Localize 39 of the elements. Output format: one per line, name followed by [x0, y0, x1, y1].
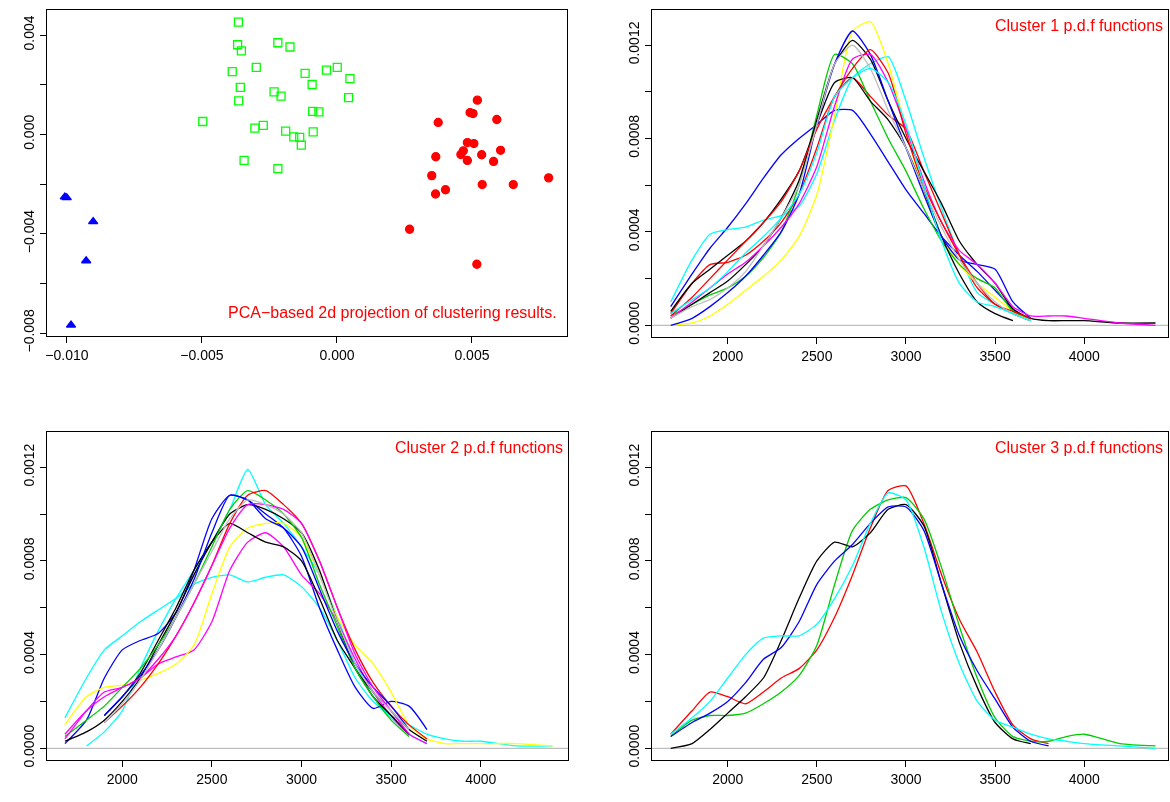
y-tick-label: 0.0008 — [21, 537, 38, 581]
x-tick-label: 0.005 — [454, 347, 490, 364]
x-tick-label: 0.000 — [319, 347, 355, 364]
y-tick-label: 0.0004 — [626, 630, 643, 674]
y-tick-label: 0.0012 — [626, 443, 643, 487]
annotation: Cluster 3 p.d.f functions — [995, 439, 1164, 456]
y-tick-label: 0.0012 — [21, 443, 38, 487]
annotation: Cluster 1 p.d.f functions — [995, 17, 1164, 34]
x-tick-label: 4000 — [1068, 771, 1101, 788]
y-tick-label: 0.000 — [21, 114, 38, 150]
y-tick-label: 0.0012 — [626, 21, 643, 65]
x-tick-label: 4000 — [1068, 348, 1101, 365]
x-tick-label: 2500 — [196, 771, 228, 788]
x-tick-label: 3500 — [979, 348, 1011, 365]
x-tick-label: 3500 — [375, 771, 407, 788]
y-tick-label: 0.0004 — [21, 630, 38, 674]
y-tick-label: −0.004 — [21, 209, 38, 254]
x-tick-label: 3500 — [979, 771, 1011, 788]
y-tick-label: 0.0000 — [21, 724, 38, 768]
y-tick-label: 0.0004 — [626, 208, 643, 252]
x-tick-label: 4000 — [465, 771, 497, 788]
x-tick-label: 2500 — [801, 348, 833, 365]
y-tick-label: 0.0008 — [626, 537, 643, 581]
x-tick-label: 3000 — [285, 771, 318, 788]
x-tick-label: −0.005 — [180, 347, 224, 364]
x-tick-label: 2000 — [106, 771, 139, 788]
x-tick-label: 2500 — [801, 771, 833, 788]
y-tick-label: −0.008 — [21, 309, 38, 353]
y-tick-label: 0.0000 — [626, 724, 643, 768]
annotation: PCA−based 2d projection of clustering results. — [228, 304, 557, 321]
y-tick-label: 0.004 — [21, 15, 38, 51]
y-tick-label: 0.0008 — [626, 114, 643, 158]
x-tick-label: 3000 — [890, 348, 922, 365]
y-tick-label: 0.0000 — [626, 301, 643, 345]
x-tick-label: 2000 — [712, 348, 744, 365]
annotation: Cluster 2 p.d.f functions — [395, 439, 564, 456]
x-tick-label: 2000 — [712, 771, 744, 788]
x-tick-label: 3000 — [890, 771, 922, 788]
x-tick-label: −0.010 — [45, 347, 89, 364]
